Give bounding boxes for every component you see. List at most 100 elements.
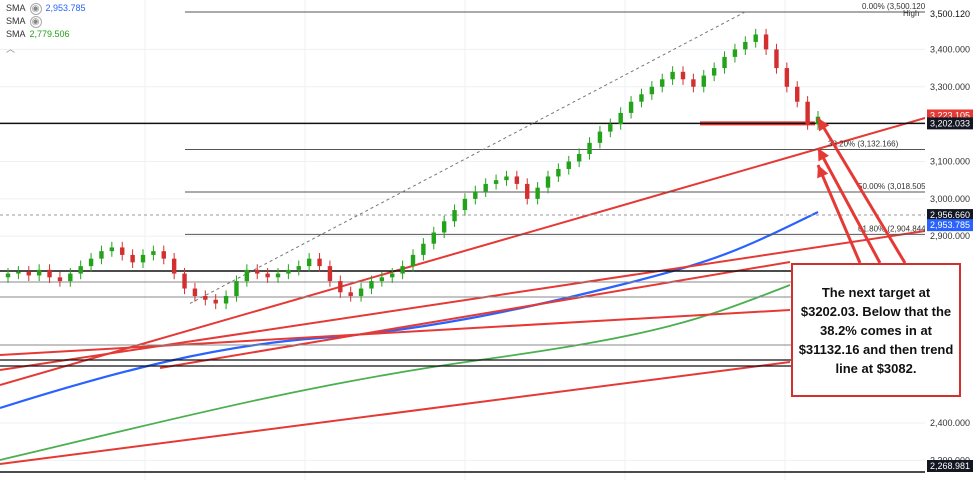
candle-body	[36, 269, 42, 276]
price-tag	[927, 117, 973, 130]
tick-label: 3,100.000	[930, 156, 970, 166]
candle-body	[203, 296, 208, 300]
candle-body	[473, 191, 478, 199]
trendlines	[0, 117, 926, 465]
annotation-arrow	[816, 117, 907, 264]
legend-sma-3-value: 2,779.506	[29, 29, 70, 39]
candle-body	[556, 168, 561, 177]
candle-body	[151, 251, 156, 255]
trendline	[159, 261, 791, 369]
fib-label: 0.00% (3,500.120)	[862, 2, 928, 11]
candle-body	[597, 131, 603, 143]
candle-body	[5, 273, 11, 278]
candle-body	[16, 271, 21, 274]
high-label: High	[903, 9, 919, 18]
candle-body	[431, 232, 436, 244]
candle-body	[88, 258, 94, 267]
candle-body	[576, 154, 582, 162]
candle-body	[618, 112, 623, 125]
price-tag-label: 3,202.033	[930, 118, 970, 128]
candle-body	[660, 79, 665, 87]
price-tag-label: 3,223.105	[930, 111, 970, 121]
legend-sma-3-label: SMA	[6, 29, 26, 39]
fib-label: 50.00% (3,018.505)	[858, 182, 929, 191]
candle-body	[358, 288, 364, 297]
annotation-arrows	[816, 117, 907, 264]
candle-body	[99, 251, 104, 259]
price-tag-label: 2,268.981	[930, 461, 970, 471]
annotation-arrow	[816, 147, 882, 264]
arrow-head	[817, 165, 829, 179]
candle-body	[514, 176, 520, 184]
candle-body	[670, 71, 675, 80]
candle-body	[182, 273, 187, 289]
arrow-head	[818, 118, 830, 132]
legend-sma-1[interactable]: SMA ◉ 2,953.785	[6, 2, 86, 15]
candle-body	[78, 266, 83, 274]
candle-body	[410, 254, 416, 267]
candle-body	[390, 273, 395, 278]
candle-body	[223, 296, 229, 304]
legend-sma-2-label: SMA	[6, 16, 26, 26]
candle-body	[275, 273, 281, 278]
collapse-chevron-icon[interactable]: ︿	[6, 44, 16, 54]
annotation-text: The next target at $3202.03. Below that …	[798, 284, 954, 376]
tick-label: 2,400.000	[930, 418, 970, 428]
tick-label: 3,400.000	[930, 44, 970, 54]
candle-body	[649, 86, 655, 95]
candle-body	[213, 299, 218, 304]
tick-label: 2,900.000	[930, 231, 970, 241]
candle-body	[338, 281, 343, 293]
candle-body	[234, 281, 239, 297]
candles	[5, 28, 821, 310]
candle-body	[348, 292, 353, 297]
legend-sma-3[interactable]: SMA 2,779.506	[6, 28, 86, 41]
candle-body	[57, 277, 63, 282]
price-axis[interactable]: 3,400.000 3,300.000 3,100.000 3,000.000 2,90…	[925, 0, 975, 480]
indicator-legend: SMA ◉ 2,953.785 SMA ◉ SMA 2,779.506 ︿	[6, 2, 86, 56]
candle-body	[691, 79, 696, 87]
candle-body	[255, 269, 260, 274]
fibonacci-retracement: 0.00% (3,500.120) 38.20% (3,132.166) 50.00…	[0, 2, 929, 473]
candle-body	[504, 176, 509, 181]
candle-body	[483, 183, 488, 192]
fib-label: 61.80% (2,904.844)	[858, 224, 929, 233]
candle-body	[753, 34, 758, 42]
price-tag-label: 2,956.660	[930, 210, 970, 220]
candle-body	[680, 71, 686, 80]
trendline	[0, 117, 926, 386]
legend-sma-1-label: SMA	[6, 3, 26, 13]
candle-body	[109, 247, 115, 252]
candle-body	[47, 269, 52, 278]
candle-body	[265, 273, 270, 278]
candle-body	[421, 243, 426, 255]
candle-body	[120, 247, 125, 255]
candle-body	[286, 269, 291, 274]
candle-body	[608, 124, 613, 132]
legend-sma-2[interactable]: SMA ◉	[6, 15, 86, 28]
candle-body	[452, 210, 457, 222]
eye-icon[interactable]: ◉	[29, 2, 42, 15]
legend-sma-1-value: 2,953.785	[45, 3, 86, 13]
candle-body	[171, 258, 177, 274]
candle-body	[379, 277, 385, 282]
annotation-box: The next target at $3202.03. Below that …	[791, 263, 961, 397]
candle-body	[763, 34, 769, 50]
fib-diagonal	[189, 11, 746, 304]
candle-body	[192, 288, 198, 297]
candle-body	[296, 266, 301, 270]
tick-label: 3,000.000	[930, 194, 970, 204]
annotation-arrow	[816, 164, 862, 264]
candle-body	[805, 101, 810, 125]
fib-label: 38.20% (3,132.166)	[828, 139, 899, 148]
candle-body	[317, 258, 322, 267]
candle-body	[628, 101, 634, 113]
eye-icon[interactable]: ◉	[29, 15, 42, 28]
candle-body	[369, 281, 374, 289]
candle-body	[566, 161, 571, 169]
axis-background	[925, 0, 975, 480]
arrow-head	[818, 148, 829, 162]
candle-body	[68, 273, 73, 282]
price-tag	[927, 460, 973, 472]
